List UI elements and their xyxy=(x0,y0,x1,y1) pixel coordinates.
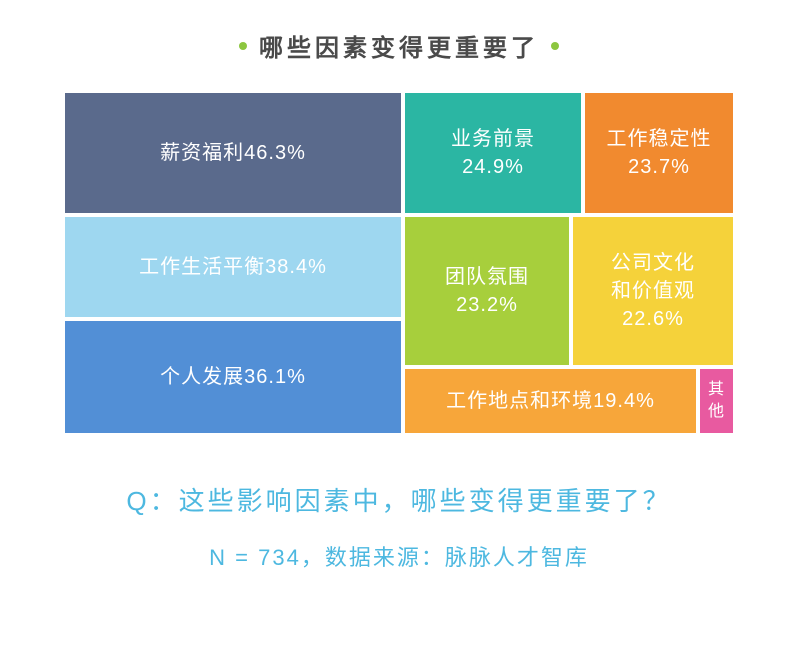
treemap-cell-label: 工作生活平衡38.4% xyxy=(139,253,327,281)
chart-title-row: 哪些因素变得更重要了 xyxy=(0,0,798,93)
title-dot-right xyxy=(551,42,559,50)
treemap-cell-label: 团队氛围 23.2% xyxy=(445,263,529,319)
chart-title: 哪些因素变得更重要了 xyxy=(259,28,539,63)
treemap-cell-stability: 工作稳定性 23.7% xyxy=(585,93,733,213)
treemap-cell-balance: 工作生活平衡38.4% xyxy=(65,217,401,317)
treemap-chart: 薪资福利46.3% 工作生活平衡38.4% 个人发展36.1% 业务前景 24.9% 工… xyxy=(65,93,733,433)
treemap-cell-label: 薪资福利46.3% xyxy=(160,139,306,167)
treemap-cell-other: 其 他 xyxy=(700,369,733,433)
treemap-cell-label: 公司文化 和价值观 22.6% xyxy=(611,249,695,333)
treemap-cell-culture: 公司文化 和价值观 22.6% xyxy=(573,217,733,365)
treemap-cell-label: 工作稳定性 23.7% xyxy=(607,125,712,181)
question-text: Q：这些影响因素中，哪些变得更重要了？ xyxy=(0,481,798,518)
treemap-cell-location: 工作地点和环境19.4% xyxy=(405,369,696,433)
treemap-cell-growth: 个人发展36.1% xyxy=(65,321,401,433)
title-dot-left xyxy=(239,42,247,50)
treemap-cell-salary: 薪资福利46.3% xyxy=(65,93,401,213)
treemap-cell-label: 业务前景 24.9% xyxy=(451,125,535,181)
chart-footer: Q：这些影响因素中，哪些变得更重要了？ N = 734，数据来源：脉脉人才智库 xyxy=(0,481,798,572)
treemap-cell-prospect: 业务前景 24.9% xyxy=(405,93,581,213)
treemap-cell-team: 团队氛围 23.2% xyxy=(405,217,569,365)
treemap-cell-label: 工作地点和环境19.4% xyxy=(446,387,655,415)
treemap-cell-label: 个人发展36.1% xyxy=(160,363,306,391)
source-text: N = 734，数据来源：脉脉人才智库 xyxy=(0,540,798,572)
treemap-cell-label: 其 他 xyxy=(708,379,725,424)
